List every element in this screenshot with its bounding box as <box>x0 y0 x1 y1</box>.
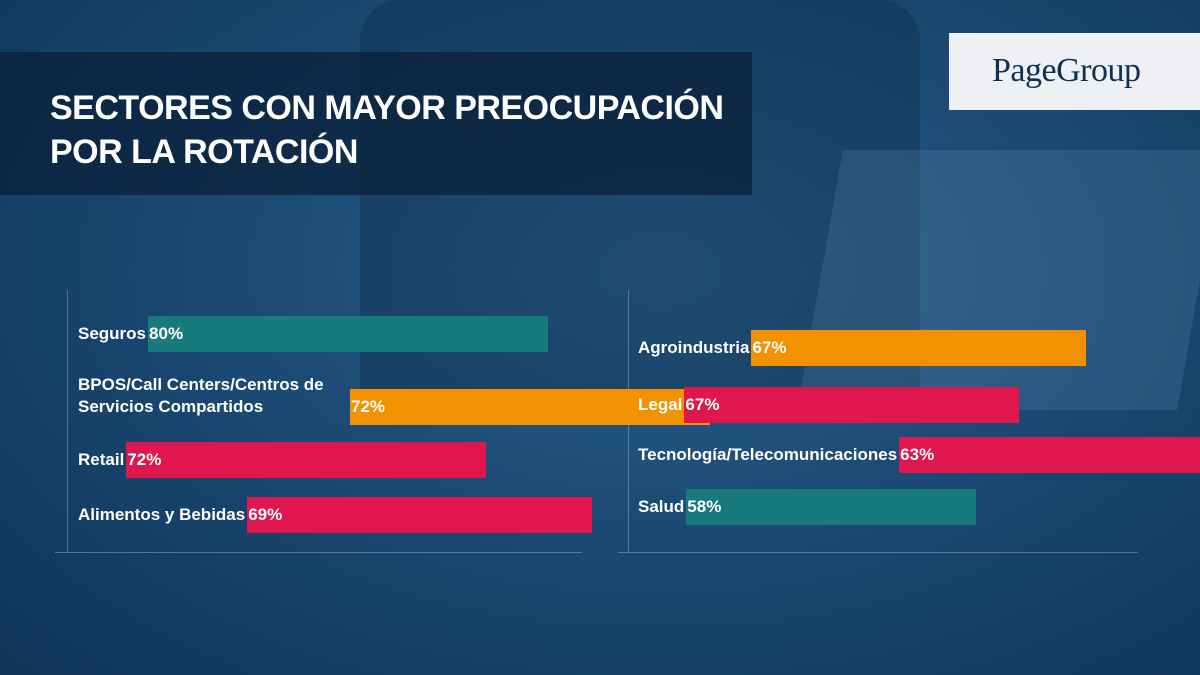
bar: 58% <box>686 489 977 525</box>
category-label: Salud <box>638 497 685 516</box>
value-label: 72% <box>351 397 386 416</box>
bar: 67% <box>751 330 1087 366</box>
axis-line <box>618 552 1138 553</box>
title: SECTORES CON MAYOR PREOCUPACIÓN POR LA R… <box>50 89 724 171</box>
bar: 63% <box>899 437 1200 473</box>
category-label: Alimentos y Bebidas <box>78 505 246 524</box>
category-label: Agroindustria <box>638 338 750 357</box>
logo-box <box>949 33 1200 110</box>
value-label: 72% <box>127 450 162 469</box>
value-label: 80% <box>149 324 184 343</box>
value-label: 63% <box>900 445 935 464</box>
bar-row: Tecnología/Telecomunicaciones 63% <box>638 437 1200 473</box>
value-label: 69% <box>248 505 283 524</box>
bar-row: Agroindustria 67% <box>638 330 1087 366</box>
bar-row: Seguros 80% <box>78 316 549 352</box>
background-laptop <box>797 150 1200 410</box>
bar-row: Legal 67% <box>638 387 1020 423</box>
bar: 80% <box>148 316 549 352</box>
category-label: Tecnología/Telecomunicaciones <box>638 445 898 464</box>
value-label: 58% <box>687 497 722 516</box>
bar-row: BPOS/Call Centers/Centros de Servicios C… <box>78 374 710 425</box>
category-label: Legal <box>638 395 683 414</box>
bar: 72% <box>350 389 710 425</box>
category-label: Retail <box>78 450 125 469</box>
bar-row: Retail 72% <box>78 442 487 478</box>
value-label: 67% <box>685 395 720 414</box>
axis-line <box>55 552 582 553</box>
value-label: 67% <box>752 338 787 357</box>
logo: PageGroup <box>992 52 1141 89</box>
bar-row: Alimentos y Bebidas 69% <box>78 497 593 533</box>
category-label: Seguros <box>78 324 147 343</box>
bar: 72% <box>126 442 487 478</box>
category-label: BPOS/Call Centers/Centros de Servicios C… <box>78 375 324 416</box>
bar-row: Salud 58% <box>638 489 977 525</box>
title-box <box>0 52 752 195</box>
axis-line <box>67 290 68 552</box>
bar: 69% <box>247 497 593 533</box>
bar: 67% <box>684 387 1020 423</box>
